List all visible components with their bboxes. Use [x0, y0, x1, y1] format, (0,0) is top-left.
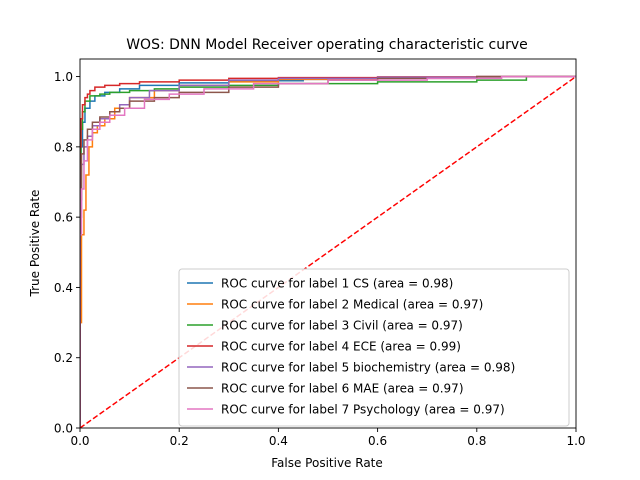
x-tick-label: 0.0	[70, 434, 89, 448]
legend-label-2: ROC curve for label 2 Medical (area = 0.…	[221, 298, 483, 312]
legend-label-7: ROC curve for label 7 Psychology (area =…	[221, 403, 505, 417]
plot-area: 0.0 0.2 0.4 0.6 0.8 1.0 0.0 0.2 0.4 0.6 0.8 1.0 ROC …	[54, 58, 586, 448]
legend-box	[178, 268, 570, 427]
y-tick-label: 0.0	[54, 422, 73, 436]
roc-series-line-7	[80, 75, 576, 428]
y-tick-label: 0.2	[54, 351, 73, 365]
axes-frame	[79, 58, 577, 429]
x-tick-label: 0.8	[467, 434, 486, 448]
legend-label-3: ROC curve for label 3 Civil (area = 0.97…	[221, 319, 463, 333]
legend: ROC curve for label 1 CS (area = 0.98) RO…	[178, 268, 570, 427]
y-tick-label: 0.6	[54, 211, 73, 225]
x-tick-label: 0.4	[269, 434, 288, 448]
legend-label-1: ROC curve for label 1 CS (area = 0.98)	[221, 277, 453, 291]
x-axis-title: False Positive Rate	[271, 456, 383, 470]
x-tick-label: 0.6	[368, 434, 387, 448]
y-axis-title: True Positive Rate	[28, 190, 42, 298]
reference-diagonal-line	[80, 75, 576, 428]
x-tick-label: 1.0	[566, 434, 585, 448]
y-tick-label: 1.0	[54, 70, 73, 84]
legend-label-6: ROC curve for label 6 MAE (area = 0.97)	[221, 382, 464, 396]
x-tick-label: 0.2	[170, 434, 189, 448]
chart-title: WOS: DNN Model Receiver operating charac…	[126, 37, 528, 53]
series-group	[80, 75, 576, 428]
y-tick-label: 0.4	[54, 281, 73, 295]
legend-label-4: ROC curve for label 4 ECE (area = 0.99)	[221, 340, 461, 354]
y-tick-label: 0.8	[54, 140, 73, 154]
legend-label-5: ROC curve for label 5 biochemistry (area…	[221, 361, 515, 375]
